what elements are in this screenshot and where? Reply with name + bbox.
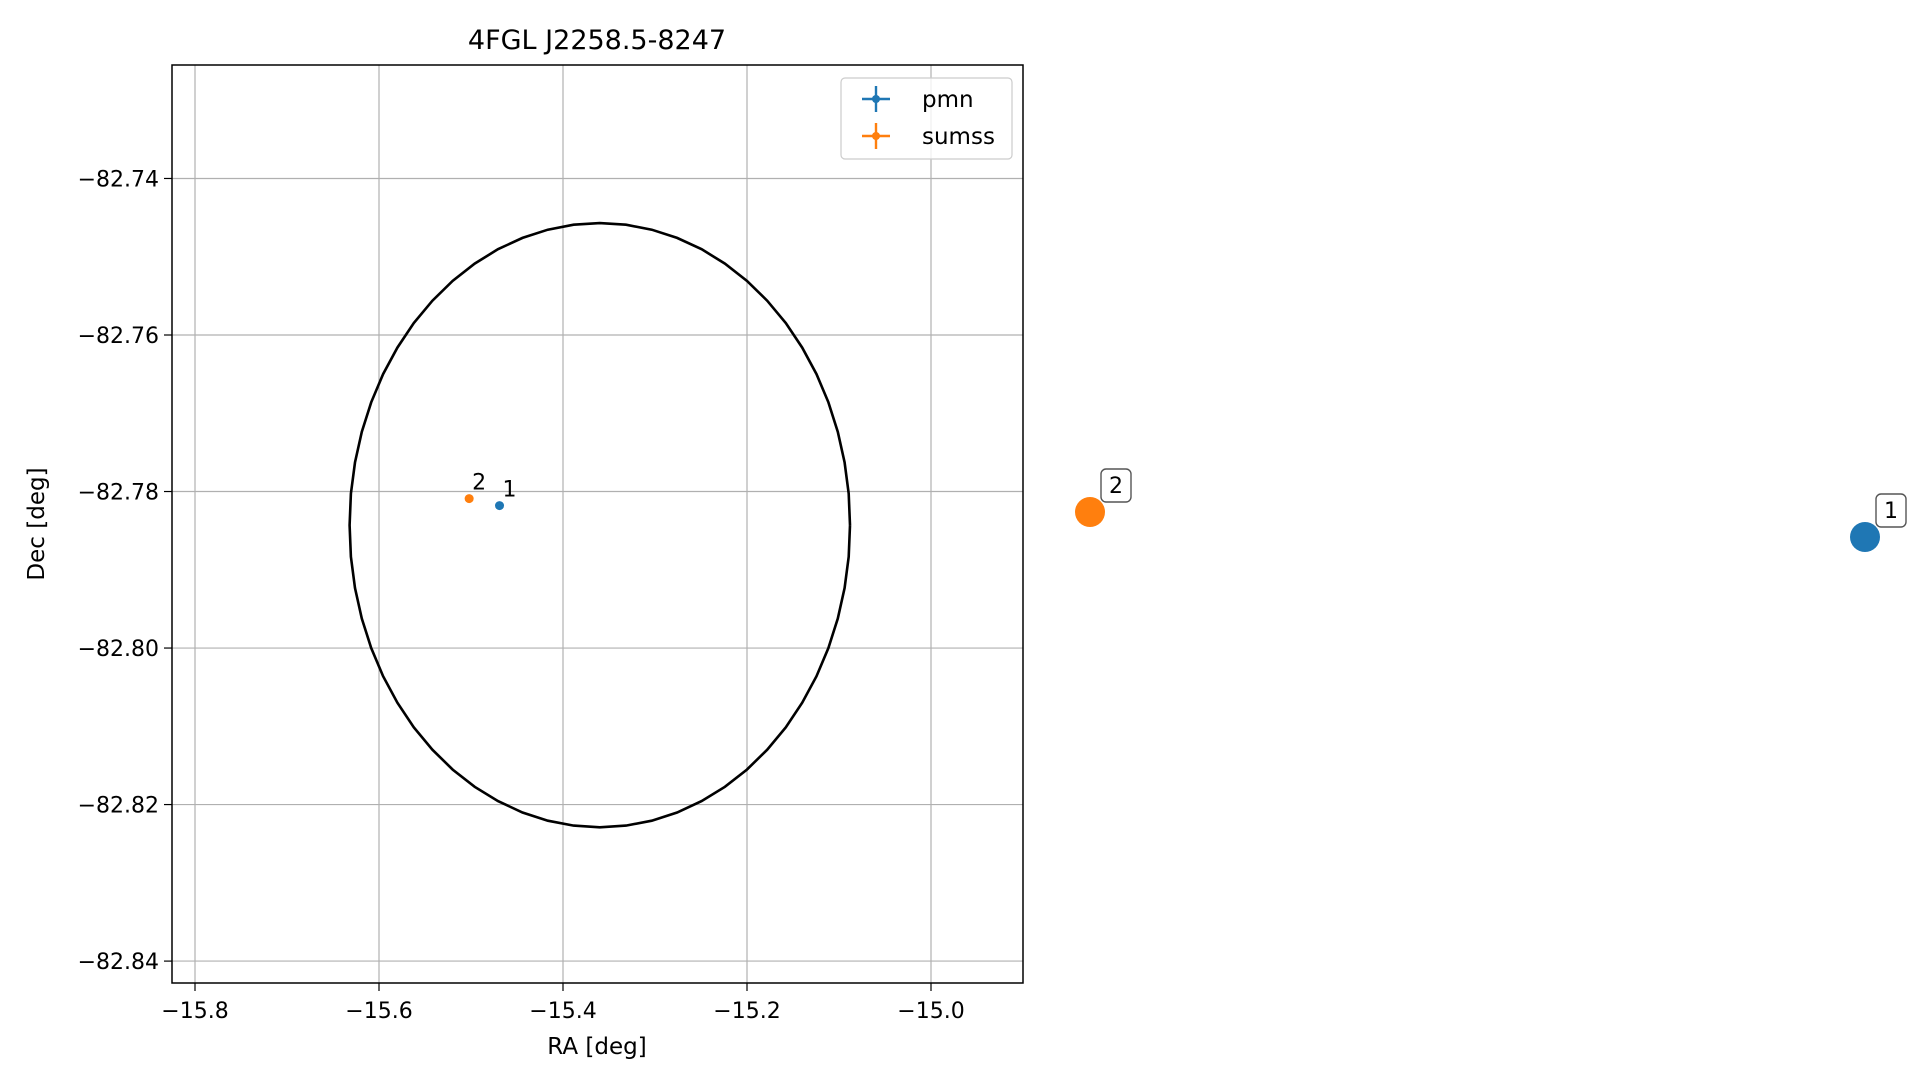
point-sumss: [464, 494, 474, 504]
legend: pmn sumss: [840, 77, 1013, 160]
point-label-sumss: 2: [472, 471, 486, 496]
outside-marker-labelbox: [1100, 468, 1132, 503]
y-tick-label: −82.78: [78, 481, 159, 506]
y-axis-label: Dec [deg]: [24, 467, 50, 580]
x-tick-label: −15.4: [529, 999, 596, 1024]
legend-marker-dot-sumss: [872, 132, 880, 140]
ticks: −15.8 −15.6 −15.4 −15.2 −15.0 −82.74 −82.76 −82…: [78, 167, 965, 1024]
x-tick-label: −15.2: [713, 999, 780, 1024]
outside-marker-label: 1: [1884, 499, 1898, 524]
x-tick-label: −15.0: [897, 999, 964, 1024]
points-layer: 12: [464, 471, 517, 511]
y-tick-label: −82.76: [78, 324, 159, 349]
y-tick-label: −82.74: [78, 167, 159, 192]
outside-marker-labelbox: [1875, 493, 1907, 528]
point-label-pmn: 1: [503, 478, 517, 503]
y-tick-label: −82.80: [78, 637, 159, 662]
x-tick-label: −15.6: [345, 999, 412, 1024]
x-tick-label: −15.8: [161, 999, 228, 1024]
point-pmn: [495, 501, 505, 511]
error-ellipse: [348, 221, 852, 829]
plot-frame: [171, 64, 1024, 984]
y-tick-label: −82.84: [78, 950, 159, 975]
outside-markers: 21: [1075, 468, 1907, 552]
y-tick-label: −82.82: [78, 794, 159, 819]
x-axis-label: RA [deg]: [547, 1034, 646, 1060]
plot-area: [172, 65, 1023, 983]
grid: [172, 65, 1023, 983]
legend-marker-dot-pmn: [872, 95, 880, 103]
legend-label-sumss: sumss: [922, 124, 995, 150]
chart-title: 4FGL J2258.5-8247: [468, 25, 726, 56]
outside-marker-2: [1075, 497, 1105, 527]
ellipse-layer: [348, 221, 852, 829]
outside-marker-label: 2: [1109, 474, 1123, 499]
legend-label-pmn: pmn: [922, 87, 974, 113]
outside-marker-1: [1850, 522, 1880, 552]
